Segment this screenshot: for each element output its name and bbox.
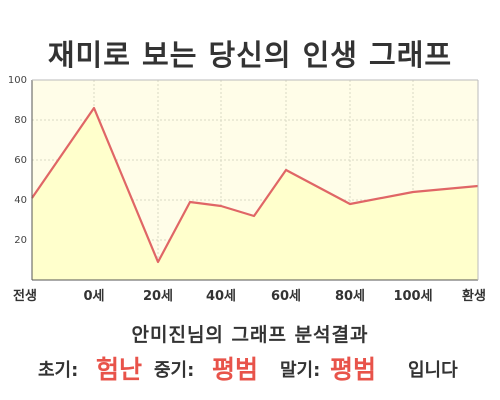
x-tick-label: 20세 [143, 289, 173, 304]
y-tick-label: 60 [14, 155, 27, 166]
early-value: 험난 [96, 355, 143, 384]
x-tick-label: 100세 [393, 289, 432, 304]
page-title: 재미로 보는 당신의 인생 그래프 [47, 38, 453, 72]
x-tick-label: 0세 [83, 289, 104, 304]
life-area-fill [32, 108, 478, 280]
late-value: 평범 [330, 355, 377, 384]
y-tick-label: 40 [14, 195, 27, 206]
x-tick-label: 80세 [335, 289, 365, 304]
x-tick-label: 40세 [206, 289, 236, 304]
middle-label: 중기: [154, 360, 195, 381]
axes [31, 79, 479, 281]
y-tick-labels: 100 80 60 40 20 [8, 75, 27, 246]
life-line [31, 106, 479, 264]
result-suffix: 입니다 [408, 360, 458, 381]
x-tick-label: 전생 [13, 288, 37, 304]
result-line: 초기: 험난 중기: 평범 말기: 평범 입니다 [0, 346, 500, 386]
x-tick-labels: 전생 0세 20세 40세 60세 80세 100세 환생 [13, 288, 486, 304]
y-tick-label: 80 [14, 115, 27, 126]
y-tick-label: 20 [14, 235, 27, 246]
early-label: 초기: [38, 360, 79, 381]
late-label: 말기: [280, 360, 321, 381]
result-heading: 안미진님의 그래프 분석결과 [131, 324, 369, 346]
life-graph-chart: 100 80 60 40 20 전생 0세 20세 40세 60세 80세 100세 환생 [8, 75, 486, 304]
middle-value: 평범 [212, 355, 259, 384]
x-tick-label: 환생 [462, 288, 486, 304]
y-tick-label: 100 [8, 75, 27, 86]
x-tick-label: 60세 [271, 289, 301, 304]
